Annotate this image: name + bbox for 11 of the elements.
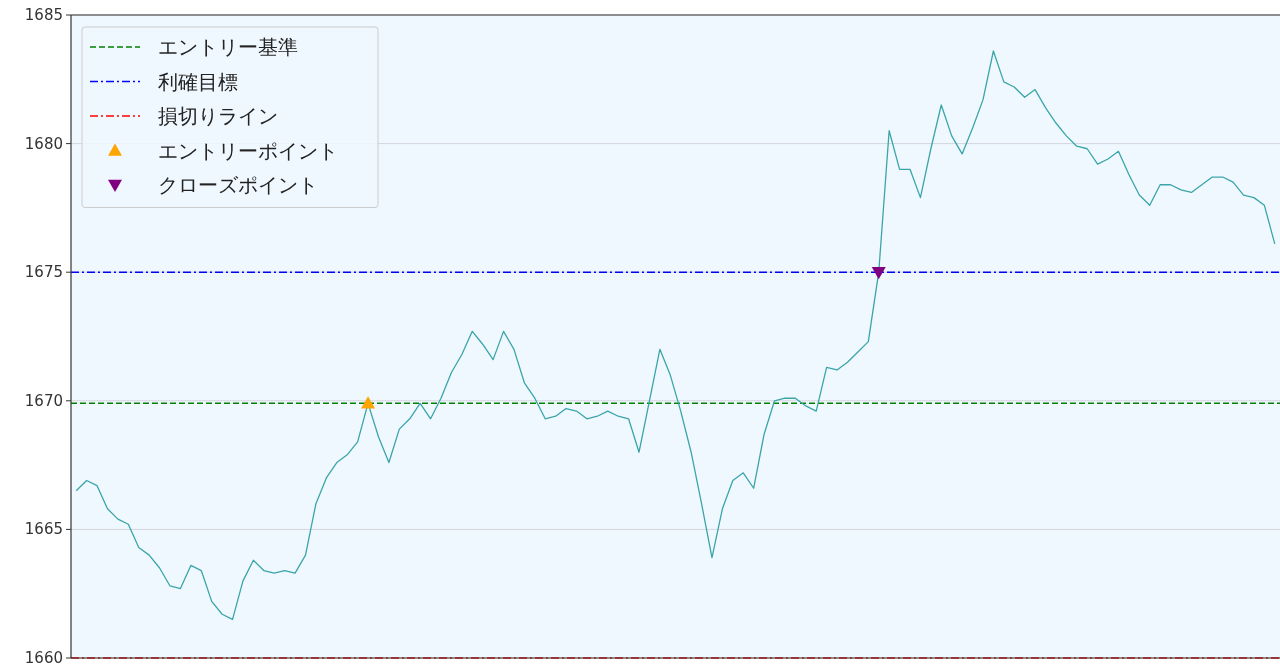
y-tick-label: 1675 xyxy=(24,263,63,282)
y-tick-label: 1680 xyxy=(24,134,63,153)
y-tick-label: 1670 xyxy=(24,391,63,410)
legend-label: エントリーポイント xyxy=(158,138,338,163)
legend-label: エントリー基準 xyxy=(158,35,298,59)
y-tick-label: 1660 xyxy=(24,649,63,667)
y-tick-label: 1665 xyxy=(24,520,63,539)
legend-label: 利確目標 xyxy=(158,69,238,94)
legend-label: クローズポイント xyxy=(158,173,318,197)
legend-label: 損切りライン xyxy=(158,104,278,128)
y-tick-label: 1685 xyxy=(24,6,63,24)
